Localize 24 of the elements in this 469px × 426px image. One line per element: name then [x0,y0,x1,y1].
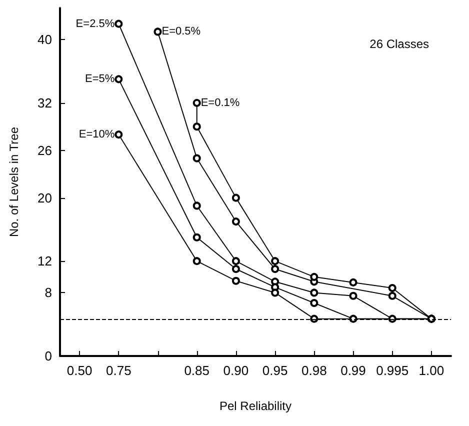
y-tick-label: 12 [38,254,52,269]
x-tick-label: 0.995 [376,363,409,378]
annotation: 26 Classes [370,37,430,51]
x-tick-label: 0.98 [301,363,327,378]
y-tick-label: 32 [38,95,52,110]
series-label: E=0.1% [200,96,240,109]
x-tick-label: 0.75 [106,363,132,378]
y-tick-label: 8 [44,285,52,300]
y-tick-label: 26 [38,142,52,158]
y-tick-label: 20 [38,190,52,206]
y-tick-label: 40 [38,32,52,48]
x-tick-label: 0.95 [262,363,288,378]
series-label: E=0.5% [162,26,201,38]
x-tick-label: 0.90 [223,363,249,378]
x-axis-title: Pel Reliability [219,399,292,413]
y-axis-title: No. of Levels in Tree [7,126,21,238]
x-tick-label: 0.85 [184,363,210,378]
x-tick-label: 0.50 [66,363,92,378]
x-tick-label: 1.00 [418,363,444,378]
series-label: E=10% [78,128,115,141]
series-label: E=2.5% [76,18,115,30]
series-label: E=5% [84,73,115,86]
x-tick-label: 0.99 [340,363,366,378]
y-tick-label: 0 [44,348,52,364]
